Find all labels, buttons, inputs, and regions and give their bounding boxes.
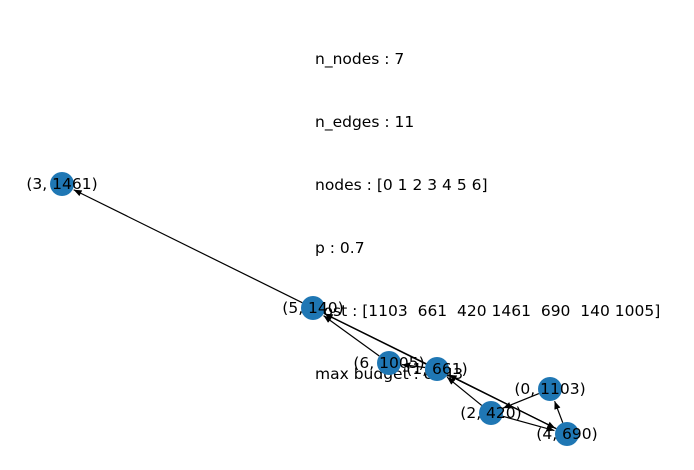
node-2: [479, 401, 503, 425]
labels-layer: (0, 1103) (1, 661) (2, 420) (3, 1461) (4, 69…: [26, 175, 597, 443]
info-p: p : 0.7: [315, 239, 365, 257]
node-label-0: (0, 1103): [514, 380, 585, 398]
node-1: [425, 357, 449, 381]
edge-5-to-3: [73, 189, 303, 304]
node-4: [555, 422, 579, 446]
info-cost: cost : [1103 661 420 1461 690 140 1005]: [315, 302, 661, 320]
graph-info-text: n_nodes : 7 n_edges : 11 nodes : [0 1 2 …: [315, 7, 660, 427]
node-0: [538, 377, 562, 401]
info-n-edges: n_edges : 11: [315, 113, 415, 131]
edge-2-to-4: [502, 415, 555, 432]
node-label-6: (6, 1005): [353, 354, 424, 372]
info-n-nodes: n_nodes : 7: [315, 50, 405, 68]
node-label-2: (2, 420): [460, 404, 521, 422]
node-6: [377, 351, 401, 375]
edge-4-to-1: [448, 374, 557, 430]
node-label-5: (5, 140): [282, 299, 343, 317]
edge-4-to-0: [554, 400, 564, 423]
info-nodes: nodes : [0 1 2 3 4 5 6]: [315, 176, 488, 194]
node-label-4: (4, 690): [536, 425, 597, 443]
node-3: [50, 172, 74, 196]
node-5: [301, 296, 325, 320]
nodes-layer: [50, 172, 579, 446]
edge-2-to-1: [446, 376, 483, 406]
edge-1-to-6: [401, 362, 426, 369]
node-label-1: (1, 661): [406, 360, 467, 378]
node-label-3: (3, 1461): [26, 175, 97, 193]
edge-0-to-2: [502, 392, 540, 409]
edge-6-to-5: [323, 315, 380, 357]
